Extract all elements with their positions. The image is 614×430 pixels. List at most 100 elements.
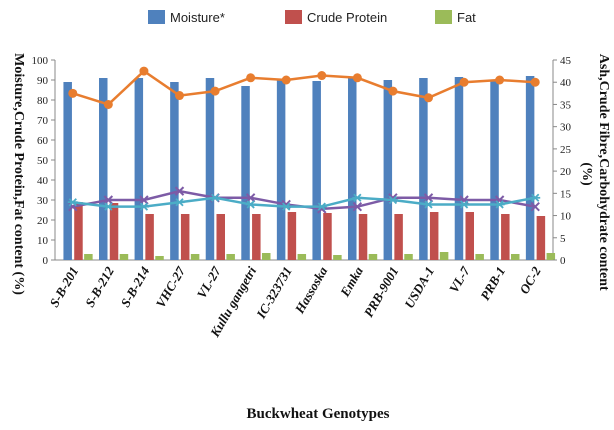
bar-crude-protein <box>465 212 474 260</box>
line-marker-x <box>423 193 434 203</box>
bar-crude-protein <box>252 214 261 260</box>
bar-fat <box>510 254 520 260</box>
right-tick-label: 30 <box>560 122 572 134</box>
left-tick-label: 90 <box>37 75 49 87</box>
line-marker-asterisk <box>530 193 541 202</box>
y-axis-title-left: Moisture,Crude Protein,Fat content (%) <box>11 53 26 295</box>
line-marker-circle <box>68 88 78 98</box>
bar-moisture <box>205 78 215 260</box>
bar-crude-protein <box>358 214 368 260</box>
bar-fat <box>368 254 378 260</box>
bar-fat <box>546 253 556 260</box>
line-marker-circle <box>424 93 433 103</box>
bar-moisture <box>276 80 286 260</box>
left-tick-label: 100 <box>32 55 49 67</box>
bar-fat <box>190 254 200 260</box>
line-marker-asterisk <box>103 202 114 211</box>
category-label: PRB-1 <box>477 264 508 303</box>
bar-moisture <box>63 82 72 260</box>
bar-crude-protein <box>536 216 546 260</box>
line-marker-asterisk <box>423 200 434 209</box>
category-label: S-B-212 <box>82 264 117 310</box>
left-tick-label: 0 <box>43 255 49 267</box>
line-marker-circle <box>103 99 113 109</box>
bar-moisture <box>419 78 428 260</box>
bar-crude-protein <box>323 213 332 260</box>
bar-fat <box>84 254 93 260</box>
category-label: Emka <box>337 264 367 300</box>
bar-crude-protein <box>145 214 154 260</box>
right-axis-ticks: 0 5 10 15 20 25 30 35 40 45 <box>553 55 572 267</box>
right-tick-label: 10 <box>560 211 572 223</box>
right-tick-label: 0 <box>560 255 566 267</box>
y-axis-title-right: Ash,Crude Fibre,Carbohydrate content (%) <box>579 54 611 294</box>
line-marker-circle <box>139 66 149 76</box>
line-marker-circle <box>530 77 540 87</box>
x-axis-title: Buckwheat Genotypes <box>247 406 390 422</box>
right-tick-label: 40 <box>560 77 572 89</box>
left-tick-label: 40 <box>37 175 49 187</box>
bar-fat <box>297 254 307 260</box>
left-tick-label: 10 <box>37 235 49 247</box>
line-marker-circle <box>352 73 362 83</box>
right-tick-label: 25 <box>560 144 572 156</box>
category-label: VL-27 <box>194 264 224 301</box>
line-marker-x <box>352 201 363 212</box>
category-label: USDA-1 <box>401 264 437 311</box>
category-label: S-B-214 <box>118 264 153 310</box>
category-label: VHC-27 <box>153 264 189 311</box>
bar-crude-protein <box>74 202 83 260</box>
bar-moisture <box>312 81 321 260</box>
category-label: OC-2 <box>516 264 544 297</box>
line-marker-x <box>103 195 114 205</box>
legend-swatch <box>285 10 302 24</box>
bar-crude-protein <box>109 203 119 260</box>
line-series-3 <box>72 196 536 208</box>
bar-moisture <box>99 78 108 260</box>
line-marker-asterisk <box>210 193 221 202</box>
bar-moisture <box>454 77 464 260</box>
y-axis-title-right-line-2: (%) <box>579 162 594 186</box>
line-marker-x <box>530 201 540 212</box>
bar-moisture <box>525 76 535 260</box>
left-tick-label: 80 <box>37 95 49 107</box>
line-marker-asterisk <box>459 200 470 209</box>
bar-fat <box>404 254 413 260</box>
bar-crude-protein <box>180 214 190 260</box>
legend-label: Fat <box>457 10 476 25</box>
left-tick-label: 20 <box>37 215 49 227</box>
line-marker-asterisk <box>352 193 363 202</box>
line-marker-circle <box>281 75 291 85</box>
line-marker-circle <box>388 86 398 96</box>
right-tick-label: 5 <box>560 233 566 245</box>
bar-moisture <box>170 82 179 260</box>
bar-moisture <box>383 80 393 260</box>
line-marker-x <box>245 193 256 203</box>
legend-label: Crude Protein <box>307 10 387 25</box>
category-label: Hassoska <box>291 264 330 317</box>
line-marker-asterisk <box>281 202 292 211</box>
line-marker-asterisk <box>316 202 327 211</box>
line-marker-asterisk <box>174 198 185 207</box>
legend: Moisture* Crude Protein Fat <box>148 10 476 25</box>
left-tick-label: 60 <box>37 135 49 147</box>
line-marker-asterisk <box>138 202 149 211</box>
bar-crude-protein <box>429 212 439 260</box>
right-tick-label: 20 <box>560 166 572 178</box>
bar-crude-protein <box>501 214 510 260</box>
legend-label: Moisture* <box>170 10 225 25</box>
right-tick-label: 35 <box>560 99 572 111</box>
right-tick-label: 15 <box>560 188 572 200</box>
bar-fat <box>119 254 129 260</box>
line-marker-circle <box>210 86 220 96</box>
category-label: IC-323731 <box>253 264 295 322</box>
bar-crude-protein <box>216 214 225 260</box>
bar-moisture <box>134 78 144 260</box>
bar-moisture <box>348 78 357 260</box>
line-marker-circle <box>175 91 184 101</box>
line-marker-x <box>174 186 185 196</box>
right-tick-label: 45 <box>560 55 572 67</box>
bar-crude-protein <box>287 212 297 260</box>
line-marker-circle <box>459 77 469 87</box>
